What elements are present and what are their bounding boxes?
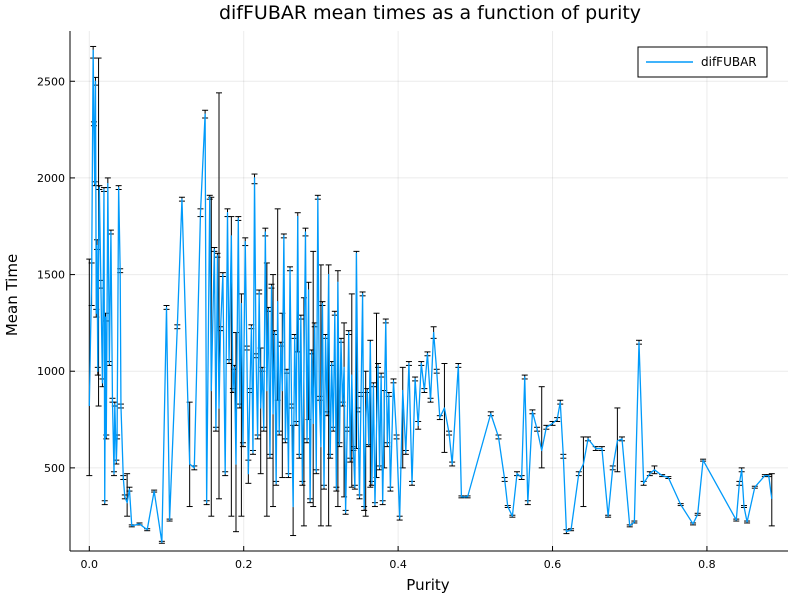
error-bar <box>538 386 545 469</box>
error-bars <box>86 45 775 544</box>
y-tick-label: 1500 <box>37 269 65 282</box>
chart-title: difFUBAR mean times as a function of pur… <box>219 2 641 24</box>
error-bar <box>614 407 621 473</box>
legend: difFUBAR <box>637 46 768 78</box>
axes <box>69 31 788 552</box>
y-tick-label: 2500 <box>37 75 65 88</box>
x-tick-labels: 0.0 0.2 0.4 0.6 0.8 <box>81 558 716 571</box>
x-tick-label: 0.8 <box>698 558 716 571</box>
error-bar <box>310 250 317 508</box>
x-axis-label: Purity <box>406 576 450 594</box>
grid <box>70 31 788 551</box>
x-tick-label: 0.0 <box>81 558 99 571</box>
series-line-difFUBAR <box>88 49 773 543</box>
error-bar <box>768 473 775 527</box>
error-bar <box>216 92 223 500</box>
x-tick-label: 0.2 <box>235 558 253 571</box>
legend-label: difFUBAR <box>701 55 757 69</box>
y-tick-label: 2000 <box>37 172 65 185</box>
error-bar <box>124 473 131 517</box>
x-tick-label: 0.6 <box>544 558 562 571</box>
series-layer <box>88 49 773 543</box>
y-axis-label: Mean Time <box>3 254 21 336</box>
y-tick-labels: 500 1000 1500 2000 2500 <box>37 75 65 475</box>
y-tick-label: 500 <box>44 462 65 475</box>
x-tick-label: 0.4 <box>389 558 407 571</box>
y-tick-label: 1000 <box>37 365 65 378</box>
